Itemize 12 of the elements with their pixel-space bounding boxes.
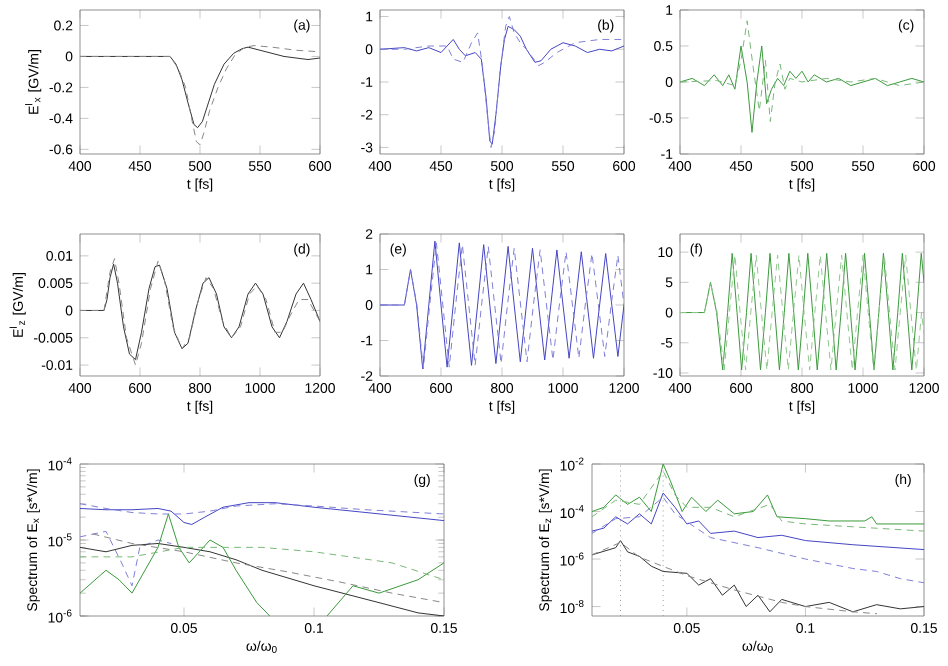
line-series xyxy=(592,496,925,584)
line-series xyxy=(80,530,172,587)
line-series xyxy=(592,492,925,551)
line-series xyxy=(592,540,925,613)
line-series xyxy=(80,45,320,146)
line-series xyxy=(80,546,444,581)
line-series xyxy=(680,20,925,123)
line-series xyxy=(80,542,444,617)
line-series xyxy=(680,45,925,133)
line-series xyxy=(92,533,444,604)
line-series xyxy=(80,502,444,525)
line-series xyxy=(592,541,878,615)
